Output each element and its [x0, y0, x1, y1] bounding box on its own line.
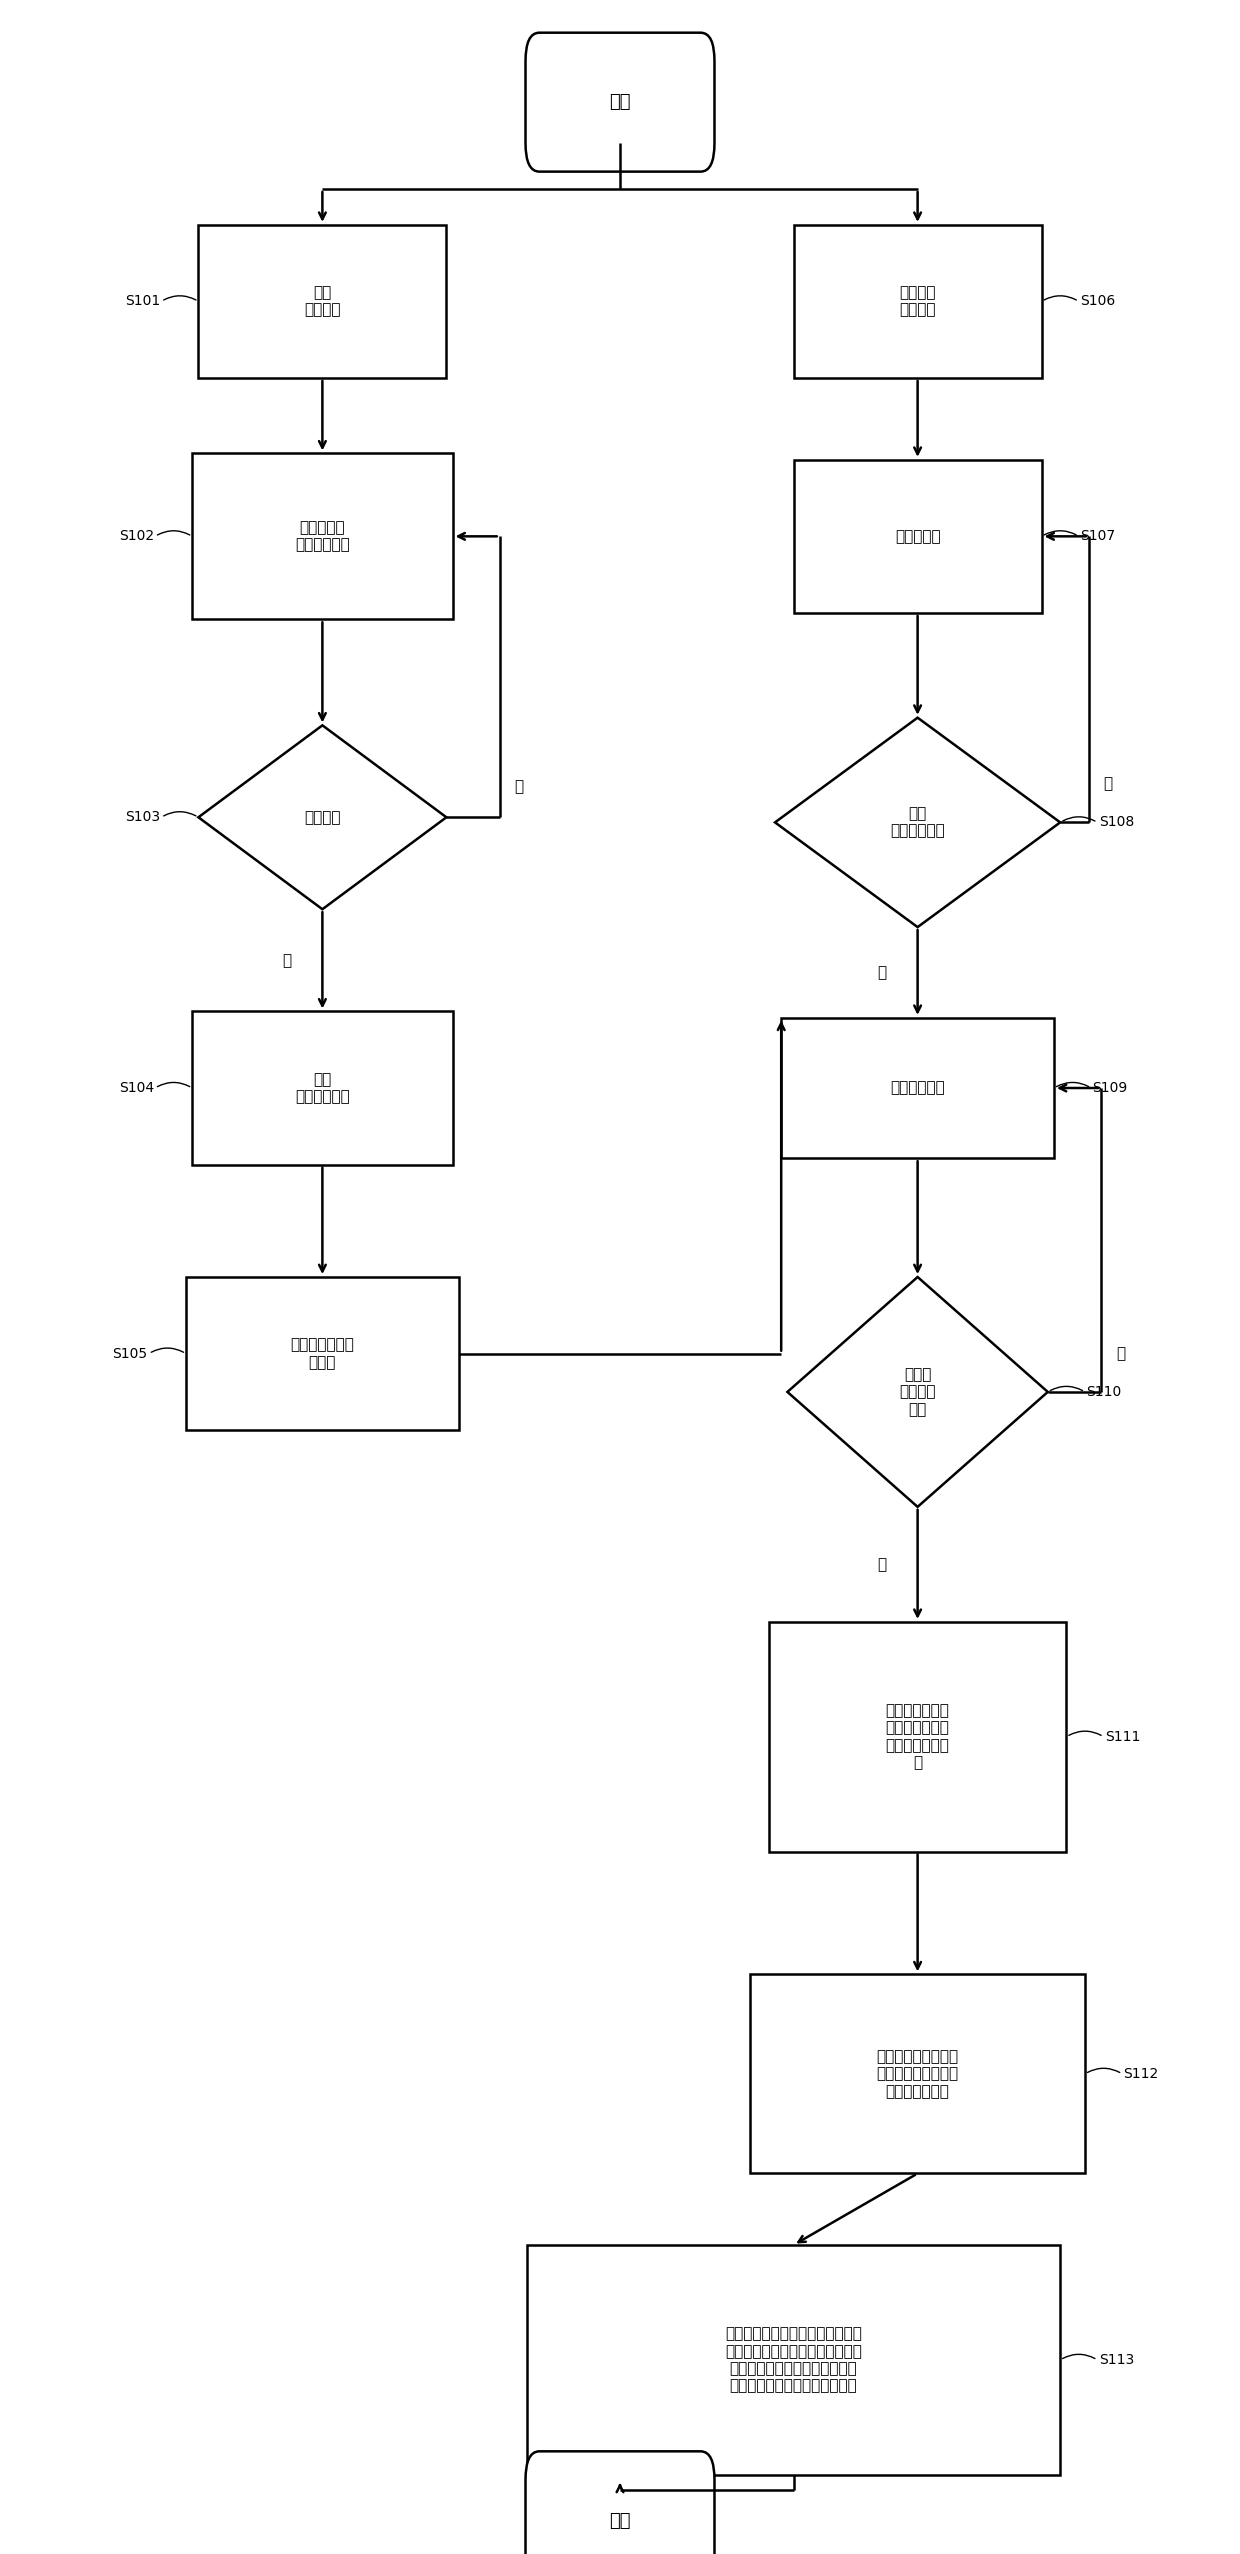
- Text: 连接服务器: 连接服务器: [895, 529, 940, 544]
- Text: 将单点定位位置
信息及卫星信息
传送给差分服务
器: 将单点定位位置 信息及卫星信息 传送给差分服务 器: [885, 1704, 950, 1770]
- Bar: [781, 1016, 1054, 1160]
- Text: S108: S108: [1099, 815, 1133, 830]
- Text: 否: 否: [1116, 1346, 1125, 1361]
- Text: 定位成功: 定位成功: [304, 810, 341, 825]
- FancyBboxPatch shape: [526, 33, 714, 171]
- Bar: [794, 460, 1042, 613]
- Text: S111: S111: [1105, 1729, 1141, 1744]
- Text: S102: S102: [119, 529, 154, 544]
- Text: S106: S106: [1080, 294, 1115, 309]
- Polygon shape: [787, 1277, 1048, 1507]
- Text: 搜索导航卫
星，定位解算: 搜索导航卫 星，定位解算: [295, 521, 350, 552]
- Text: S113: S113: [1099, 2352, 1133, 2368]
- Bar: [192, 455, 453, 618]
- Text: 检查发送队列: 检查发送队列: [890, 1080, 945, 1096]
- Bar: [794, 225, 1042, 378]
- Text: 输入用户
名、密码: 输入用户 名、密码: [899, 286, 936, 317]
- Text: 开始: 开始: [609, 92, 631, 112]
- Text: 是否
连接上服务器: 是否 连接上服务器: [890, 807, 945, 838]
- Text: 将信息推送到发
送队列: 将信息推送到发 送队列: [290, 1338, 355, 1369]
- Text: 发送队
列是否有
数据: 发送队 列是否有 数据: [899, 1366, 936, 1417]
- Text: 是: 是: [283, 953, 291, 968]
- Text: S107: S107: [1080, 529, 1115, 544]
- Text: 结束: 结束: [609, 2511, 631, 2531]
- Bar: [527, 2245, 1060, 2475]
- Text: S110: S110: [1086, 1384, 1121, 1400]
- Text: 等待接收差分服务器
解算的定位信息改正
数和修正卫星集: 等待接收差分服务器 解算的定位信息改正 数和修正卫星集: [877, 2048, 959, 2099]
- Polygon shape: [775, 718, 1060, 927]
- Text: 是: 是: [878, 1558, 887, 1571]
- Text: 打开
定位模块: 打开 定位模块: [304, 286, 341, 317]
- Bar: [198, 225, 446, 378]
- FancyBboxPatch shape: [526, 2452, 714, 2554]
- Text: 是: 是: [878, 965, 887, 981]
- Text: S103: S103: [125, 810, 160, 825]
- Bar: [186, 1277, 459, 1430]
- Text: 客户端接收定位信息改正数和修正
卫星集，利用所述修正卫星集和定
位信息改正数修得到精准定位信
息，并且于客户端的地图上显示: 客户端接收定位信息改正数和修正 卫星集，利用所述修正卫星集和定 位信息改正数修得…: [725, 2327, 862, 2393]
- Bar: [750, 1974, 1085, 2173]
- Bar: [769, 1622, 1066, 1852]
- Text: S104: S104: [119, 1080, 154, 1096]
- Text: 读取
单点定位信息: 读取 单点定位信息: [295, 1073, 350, 1103]
- Text: S109: S109: [1092, 1080, 1127, 1096]
- Bar: [192, 1011, 453, 1165]
- Text: S101: S101: [125, 294, 160, 309]
- Text: S112: S112: [1123, 2066, 1158, 2082]
- Text: S105: S105: [113, 1346, 148, 1361]
- Polygon shape: [198, 725, 446, 909]
- Text: 否: 否: [515, 779, 523, 794]
- Text: 否: 否: [1104, 776, 1112, 792]
